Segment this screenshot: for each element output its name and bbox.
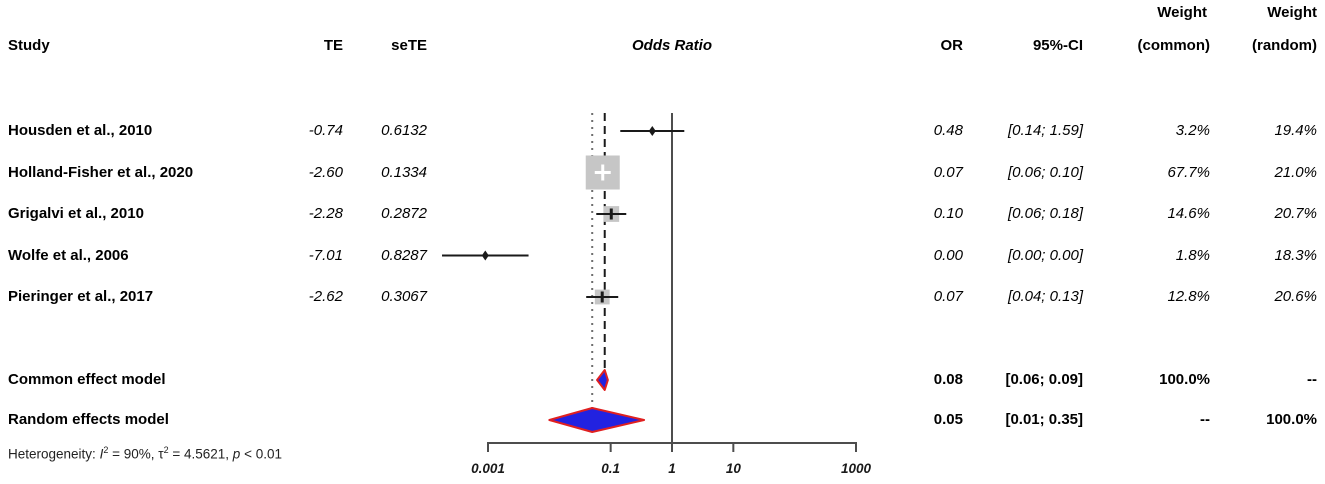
weight-random-value: 18.3% xyxy=(1274,246,1317,264)
col-header-weight-random-top: Weight xyxy=(1267,4,1317,21)
study-name: Pieringer et al., 2017 xyxy=(8,288,154,305)
model-name: Random effects model xyxy=(8,411,169,428)
te-value: -2.60 xyxy=(308,163,343,181)
or-value: 0.10 xyxy=(933,205,963,222)
or-value: 0.07 xyxy=(933,163,963,181)
weight-common-value: 14.6% xyxy=(1167,205,1210,222)
sete-value: 0.2872 xyxy=(381,205,427,222)
ci-value: [0.06; 0.10] xyxy=(1007,163,1083,181)
study-name: Grigalvi et al., 2010 xyxy=(8,205,144,222)
model-or-value: 0.05 xyxy=(933,411,963,428)
col-header-or: OR xyxy=(940,37,964,54)
col-header-sete: seTE xyxy=(391,37,427,54)
sete-value: 0.1334 xyxy=(381,163,427,181)
te-value: -0.74 xyxy=(308,122,343,139)
model-weight-common-value: -- xyxy=(1200,411,1210,428)
point-estimate-diamond xyxy=(481,250,489,261)
sete-value: 0.3067 xyxy=(381,288,427,305)
ci-value: [0.06; 0.18] xyxy=(1007,205,1083,222)
heterogeneity-note: Heterogeneity: I2 = 90%, τ2 = 4.5621, p … xyxy=(8,445,282,462)
weight-random-value: 20.6% xyxy=(1274,288,1317,305)
ci-value: [0.14; 1.59] xyxy=(1007,122,1083,139)
point-estimate-dash xyxy=(609,208,613,220)
square-plus-v xyxy=(601,164,605,181)
point-estimate-dash xyxy=(600,291,604,303)
model-ci-value: [0.06; 0.09] xyxy=(1005,371,1083,388)
common-effect-diamond xyxy=(596,369,609,391)
col-header-weight-random: (random) xyxy=(1252,37,1317,54)
col-header-study: Study xyxy=(8,37,50,54)
col-header-ci: 95%-CI xyxy=(1032,37,1083,54)
ci-value: [0.04; 0.13] xyxy=(1007,288,1083,305)
col-header-te: TE xyxy=(323,37,343,54)
weight-random-value: 19.4% xyxy=(1274,122,1317,139)
col-header-weight-common: (common) xyxy=(1137,37,1211,54)
study-name: Wolfe et al., 2006 xyxy=(8,246,129,264)
ci-value: [0.00; 0.00] xyxy=(1007,246,1083,264)
weight-random-value: 20.7% xyxy=(1274,205,1317,222)
te-value: -2.28 xyxy=(308,205,343,222)
col-header-weight-common-top: Weight xyxy=(1157,4,1207,21)
model-ci-value: [0.01; 0.35] xyxy=(1005,411,1083,428)
weight-common-value: 12.8% xyxy=(1167,288,1210,305)
x-axis-tick-label: 0.1 xyxy=(601,461,620,476)
x-axis-tick-label: 1000 xyxy=(841,461,872,476)
x-axis-tick-label: 10 xyxy=(726,461,742,476)
model-weight-random-value: 100.0% xyxy=(1266,411,1317,428)
or-value: 0.00 xyxy=(933,246,963,264)
model-name: Common effect model xyxy=(8,371,166,388)
x-axis-tick-label: 1 xyxy=(668,461,676,476)
plot-title: Odds Ratio xyxy=(631,37,713,54)
study-name: Holland-Fisher et al., 2020 xyxy=(8,163,194,181)
or-value: 0.48 xyxy=(933,122,963,139)
or-value: 0.07 xyxy=(933,288,963,305)
random-effects-diamond xyxy=(548,407,646,433)
model-weight-random-value: -- xyxy=(1307,371,1317,388)
model-weight-common-value: 100.0% xyxy=(1159,371,1210,388)
x-axis-tick-label: 0.001 xyxy=(471,461,505,476)
weight-common-value: 1.8% xyxy=(1175,246,1210,264)
weight-common-value: 67.7% xyxy=(1167,163,1210,181)
weight-random-value: 21.0% xyxy=(1274,163,1317,181)
sete-value: 0.8287 xyxy=(381,246,427,264)
model-or-value: 0.08 xyxy=(933,371,963,388)
sete-value: 0.6132 xyxy=(381,122,427,139)
point-estimate-diamond xyxy=(648,126,656,136)
study-name: Housden et al., 2010 xyxy=(8,122,153,139)
weight-common-value: 3.2% xyxy=(1175,122,1210,139)
te-value: -7.01 xyxy=(308,246,343,264)
te-value: -2.62 xyxy=(308,288,343,305)
